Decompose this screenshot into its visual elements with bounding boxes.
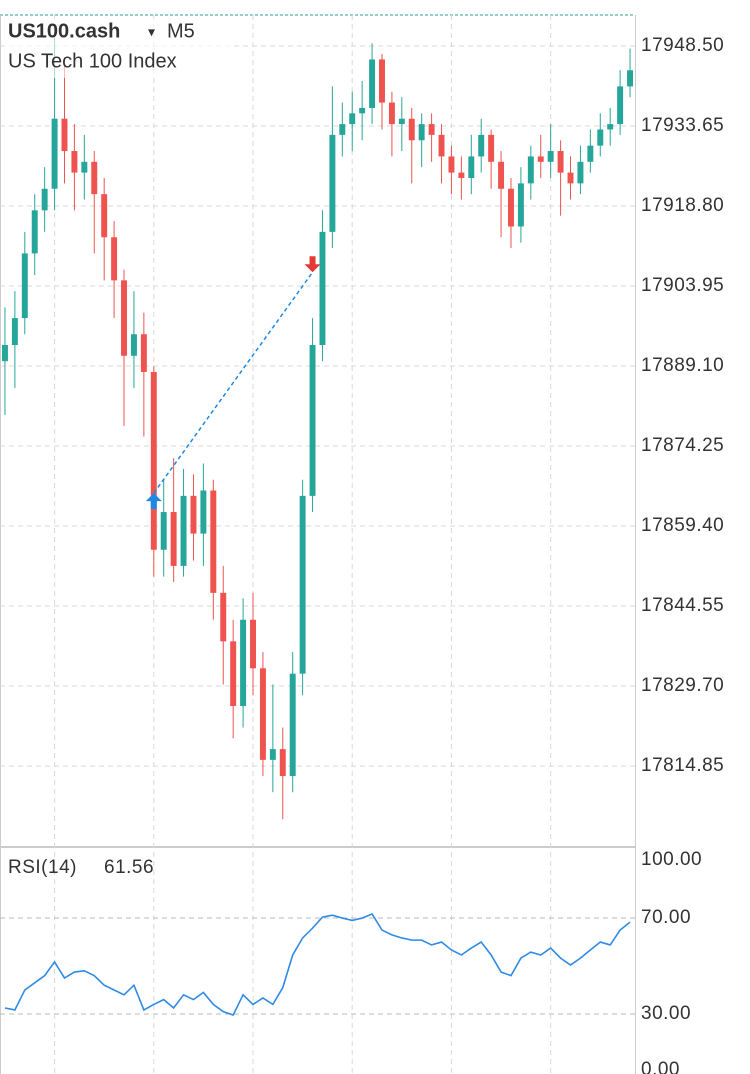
candle-body <box>458 172 465 178</box>
buy-arrow <box>145 493 162 510</box>
timeframe[interactable]: M5 <box>167 20 195 42</box>
y-tick-label: 30.00 <box>641 1003 691 1024</box>
candle-body <box>250 619 256 669</box>
candle-body <box>418 124 425 141</box>
candle-body <box>627 70 634 87</box>
candle-body <box>408 118 415 141</box>
trade-line <box>153 271 314 494</box>
candle-body <box>468 156 475 178</box>
candle-body <box>319 231 326 346</box>
candle-body <box>91 161 98 195</box>
candle-body <box>140 334 147 372</box>
candle-body <box>220 592 227 642</box>
candle-body <box>527 156 534 184</box>
candle-body <box>210 490 217 593</box>
candle-body <box>190 495 197 534</box>
candle-body <box>240 619 247 706</box>
candle-body <box>51 118 58 189</box>
header-bg <box>4 18 234 78</box>
y-tick-label: 17844.55 <box>641 595 724 616</box>
grid <box>0 15 635 1074</box>
candle-body <box>71 151 78 173</box>
y-tick-label: 0.00 <box>641 1059 680 1074</box>
candle-body <box>557 151 564 173</box>
candle-body <box>398 118 405 125</box>
candle-body <box>111 237 118 281</box>
candle-body <box>567 172 574 184</box>
candle-body <box>230 641 237 706</box>
candle-body <box>81 161 88 173</box>
y-tick-label: 17903.95 <box>641 275 724 296</box>
candle-body <box>269 749 276 760</box>
y-tick-label: 17874.25 <box>641 435 724 456</box>
candle-body <box>31 210 38 254</box>
y-tick-label: 17859.40 <box>641 515 724 536</box>
indicator-name: RSI(14) <box>8 857 77 878</box>
candle-body <box>121 280 127 356</box>
candle-body <box>11 318 18 346</box>
candle-body <box>309 345 316 496</box>
candle-body <box>617 86 624 125</box>
candle-body <box>448 156 455 173</box>
candle-body <box>259 668 266 760</box>
candle-body <box>1 345 8 362</box>
candle-body <box>388 102 395 125</box>
candle-body <box>160 512 167 550</box>
marks <box>1 37 634 1016</box>
candle-body <box>607 124 614 130</box>
candle-body <box>21 253 28 319</box>
candle-body <box>537 156 544 162</box>
symbol[interactable]: US100.cash <box>8 20 120 42</box>
y-tick-label: 17918.80 <box>641 195 724 216</box>
y-tick-label: 100.00 <box>641 849 702 870</box>
candle-body <box>587 145 594 162</box>
candle-body <box>150 371 157 550</box>
subtitle: US Tech 100 Index <box>8 50 177 72</box>
candle-body <box>279 749 286 777</box>
sell-arrow <box>304 256 321 273</box>
y-tick-label: 17829.70 <box>641 675 724 696</box>
candle-body <box>359 107 366 114</box>
candle-body <box>101 194 108 238</box>
candle-body <box>130 334 137 356</box>
y-tick-label: 17814.85 <box>641 755 724 776</box>
candle-body <box>428 124 435 135</box>
candle-body <box>369 59 376 108</box>
y-tick-label: 17948.50 <box>641 35 724 56</box>
candle-body <box>349 113 356 125</box>
candle-body <box>289 673 296 777</box>
candle-body <box>329 134 336 232</box>
candle-body <box>517 183 524 227</box>
indicator-value: 61.56 <box>104 857 154 878</box>
candle-body <box>299 495 306 674</box>
rsi-line <box>4 912 631 1016</box>
candle-body <box>339 124 346 135</box>
candle-body <box>508 188 514 227</box>
candle-body <box>488 134 495 162</box>
candle-body <box>379 59 385 103</box>
candle-body <box>577 161 584 184</box>
candle-body <box>478 134 485 157</box>
candle-body <box>547 151 554 162</box>
dropdown-icon[interactable]: ▾ <box>148 24 155 40</box>
candle-body <box>438 134 445 157</box>
candle-body <box>170 512 177 566</box>
candle-body <box>200 490 207 534</box>
candle-body <box>597 129 604 146</box>
candle-body <box>498 161 505 189</box>
y-tick-label: 70.00 <box>641 907 691 928</box>
candle-body <box>180 495 187 566</box>
y-tick-label: 17933.65 <box>641 115 724 136</box>
candle-body <box>61 118 68 152</box>
candle-body <box>41 188 48 211</box>
y-tick-label: 17889.10 <box>641 355 724 376</box>
